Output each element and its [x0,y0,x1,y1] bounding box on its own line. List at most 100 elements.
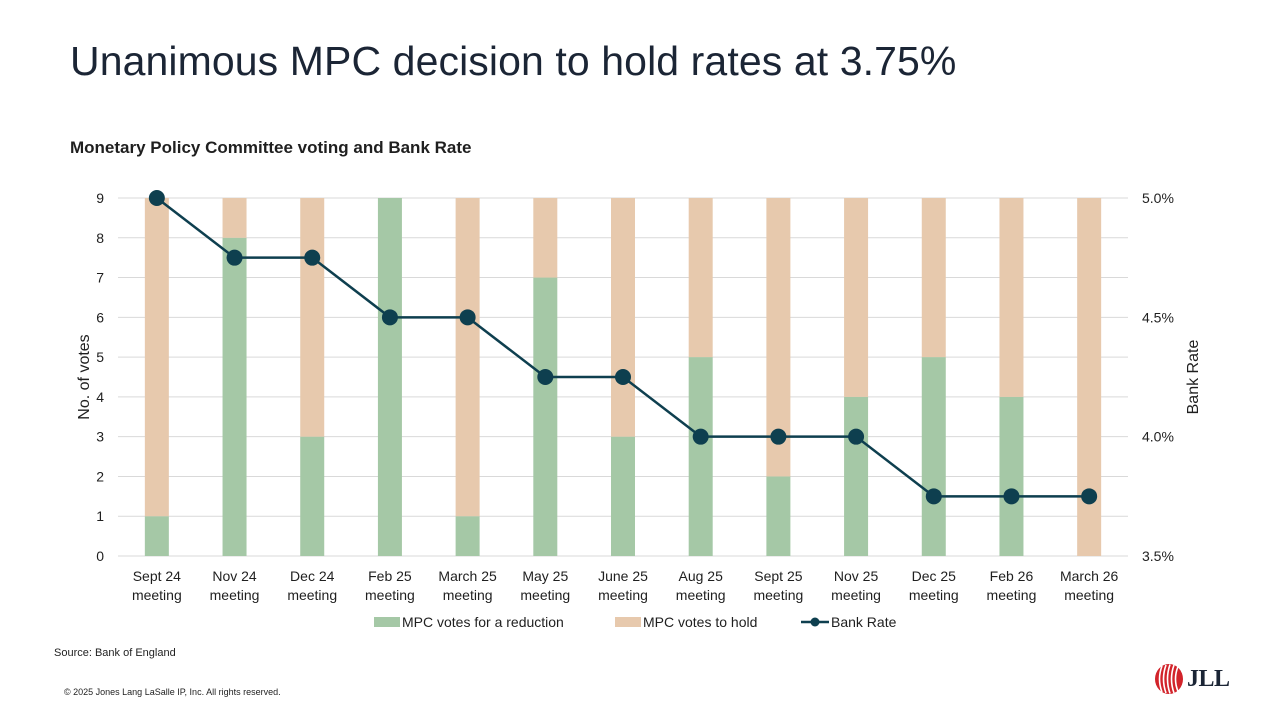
jll-logo: JLL [1154,663,1230,695]
y2-axis-title: Bank Rate [1185,340,1202,415]
bank-rate-point [537,369,554,385]
bar-reduction [222,237,247,556]
x-tick-label-line: Sept 24 [133,568,181,584]
legend-swatch-reduction [374,617,400,627]
bar-hold [844,198,869,397]
x-tick-label-line: meeting [753,587,803,603]
x-tick-label-line: meeting [210,587,260,603]
x-tick-label: June 25 meeting [598,568,648,603]
x-tick-label: Dec 25 meeting [909,568,959,603]
bar-reduction [533,277,558,556]
bar-hold [144,198,169,517]
page-title: Unanimous MPC decision to hold rates at … [70,38,957,84]
x-tick-label-line: meeting [831,587,881,603]
bank-rate-point [1003,488,1020,505]
bar-hold [921,198,946,358]
bar-hold [999,198,1024,397]
y-tick-label: 8 [96,230,104,246]
y-tick-label: 2 [96,468,104,484]
y-tick-label: 7 [96,270,104,286]
bar-hold [611,198,635,437]
bar-reduction [999,396,1024,556]
jll-logo-text: JLL [1187,665,1230,692]
jll-logo-icon [1155,664,1183,694]
y-tick-label: 3 [96,429,104,445]
x-tick-label-line: meeting [598,587,648,603]
copyright-note: © 2025 Jones Lang LaSalle IP, Inc. All r… [64,687,281,697]
legend-swatch-hold [615,617,641,627]
y-tick-label: 0 [96,548,104,564]
y2-tick-label: 4.0% [1142,429,1174,445]
x-tick-label-line: meeting [987,587,1037,603]
y2-tick-label: 5.0% [1142,190,1174,206]
bar-hold [222,198,247,238]
x-tick-label-line: meeting [132,587,182,603]
bank-rate-point [226,249,243,266]
x-tick-label: Sept 24 meeting [132,568,182,603]
x-tick-label-line: March 26 [1060,568,1119,584]
bank-rate-point [459,309,476,326]
x-tick-label: Sept 25 meeting [753,568,803,603]
legend-label-hold: MPC votes to hold [643,614,757,630]
x-tick-label-line: meeting [443,587,493,603]
x-tick-label: May 25 meeting [520,568,570,603]
x-tick-label: Nov 25 meeting [831,568,881,603]
y-tick-label: 4 [96,389,104,405]
x-tick-label: Aug 25 meeting [676,568,726,603]
x-tick-label-line: meeting [520,587,570,603]
x-tick-label-line: meeting [676,587,726,603]
bar-reduction [844,396,869,556]
x-tick-label-line: Sept 25 [754,568,802,584]
bank-rate-point [770,428,787,445]
bar-reduction [377,198,402,556]
x-tick-label: Feb 25 meeting [365,568,415,603]
x-tick-label-line: Feb 26 [990,568,1034,584]
x-tick-label-line: Dec 25 [912,568,957,584]
x-tick-label: Feb 26 meeting [987,568,1037,603]
legend-label-reduction: MPC votes for a reduction [402,614,564,630]
bar-hold [455,198,480,517]
x-tick-label-line: March 25 [438,568,497,584]
bar-reduction [455,516,480,556]
legend-marker-bank-rate [810,617,820,627]
y-tick-label: 9 [96,190,104,206]
bar-reduction [921,357,946,556]
x-tick-label: Nov 24 meeting [210,568,260,603]
bank-rate-point [1081,488,1098,505]
y-tick-label: 5 [96,349,104,365]
bar-reduction [144,516,169,556]
x-tick-label-line: meeting [287,587,337,603]
x-tick-label: March 26 meeting [1060,568,1119,603]
x-tick-label: Dec 24 meeting [287,568,337,603]
x-tick-label-line: June 25 [598,568,648,584]
bank-rate-point [304,249,321,266]
bar-hold [533,198,558,278]
y-axis-title: No. of votes [76,334,93,419]
bar-reduction [766,476,791,556]
legend-label-bank-rate: Bank Rate [831,614,897,630]
bank-rate-point [848,428,865,445]
source-note: Source: Bank of England [54,647,176,659]
x-tick-label-line: Nov 25 [834,568,879,584]
y-tick-label: 1 [96,508,104,524]
x-tick-label: March 25 meeting [438,568,497,603]
bar-hold [688,198,713,358]
bank-rate-point [692,428,709,445]
bank-rate-point [148,190,165,206]
x-tick-label-line: Feb 25 [368,568,412,584]
bar-reduction [300,436,325,556]
bank-rate-point [615,369,631,385]
x-tick-label-line: meeting [1064,587,1114,603]
y2-tick-label: 4.5% [1142,309,1174,325]
x-tick-label-line: Aug 25 [679,568,724,584]
bank-rate-point [381,309,398,326]
y-tick-label: 6 [96,309,104,325]
y2-tick-label: 3.5% [1142,548,1174,564]
bar-reduction [688,357,713,556]
x-tick-label-line: Dec 24 [290,568,335,584]
x-tick-label-line: meeting [909,587,959,603]
chart-subtitle: Monetary Policy Committee voting and Ban… [70,138,472,157]
x-tick-label-line: Nov 24 [212,568,257,584]
bar-hold [300,198,325,437]
